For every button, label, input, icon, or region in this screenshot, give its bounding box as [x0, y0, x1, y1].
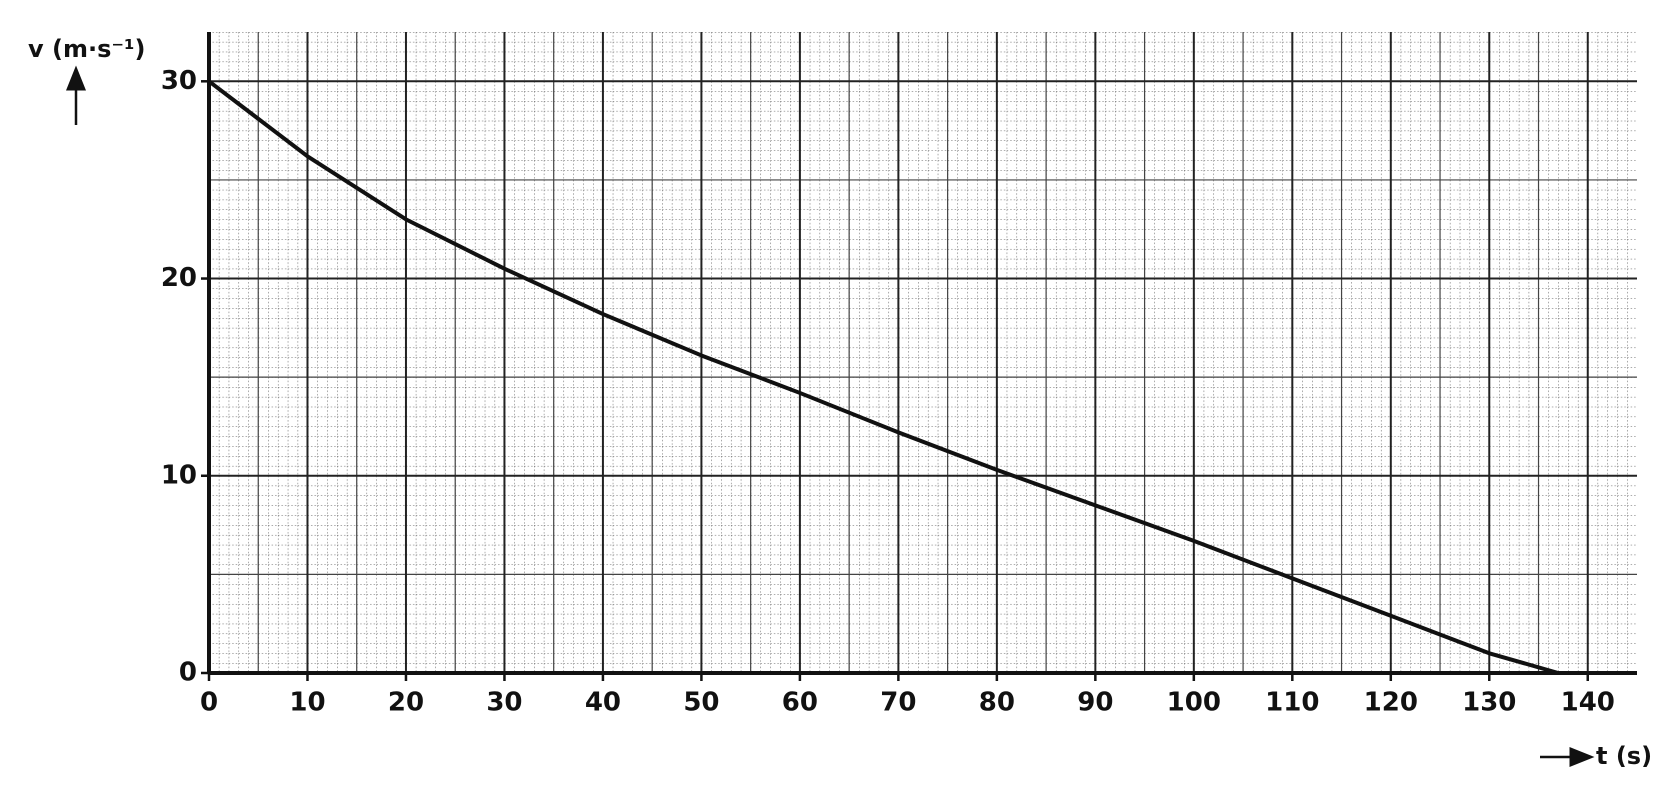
x-tick-label: 90: [1077, 688, 1113, 718]
x-tick-label: 120: [1364, 688, 1418, 718]
x-tick-label: 30: [486, 688, 522, 718]
x-tick-label: 80: [979, 688, 1015, 718]
y-tick-label: 30: [161, 66, 197, 96]
x-tick-label: 130: [1462, 688, 1516, 718]
x-tick-label: 140: [1561, 688, 1615, 718]
x-tick-label: 110: [1265, 688, 1319, 718]
x-tick-label: 50: [683, 688, 719, 718]
y-tick-label: 20: [161, 263, 197, 293]
x-tick-label: 10: [289, 688, 325, 718]
x-tick-label: 20: [388, 688, 424, 718]
y-tick-label: 10: [161, 460, 197, 490]
x-tick-label: 60: [782, 688, 818, 718]
y-tick-label: 0: [179, 658, 197, 688]
graph-paper: [209, 32, 1637, 673]
x-tick-label: 100: [1167, 688, 1221, 718]
x-tick-label: 40: [585, 688, 621, 718]
x-tick-label: 0: [200, 688, 218, 718]
data-line: [207, 79, 1559, 675]
x-tick-label: 70: [880, 688, 916, 718]
x-axis-label: t (s): [1596, 742, 1652, 770]
y-axis-label: v (m·s⁻¹): [28, 35, 146, 63]
